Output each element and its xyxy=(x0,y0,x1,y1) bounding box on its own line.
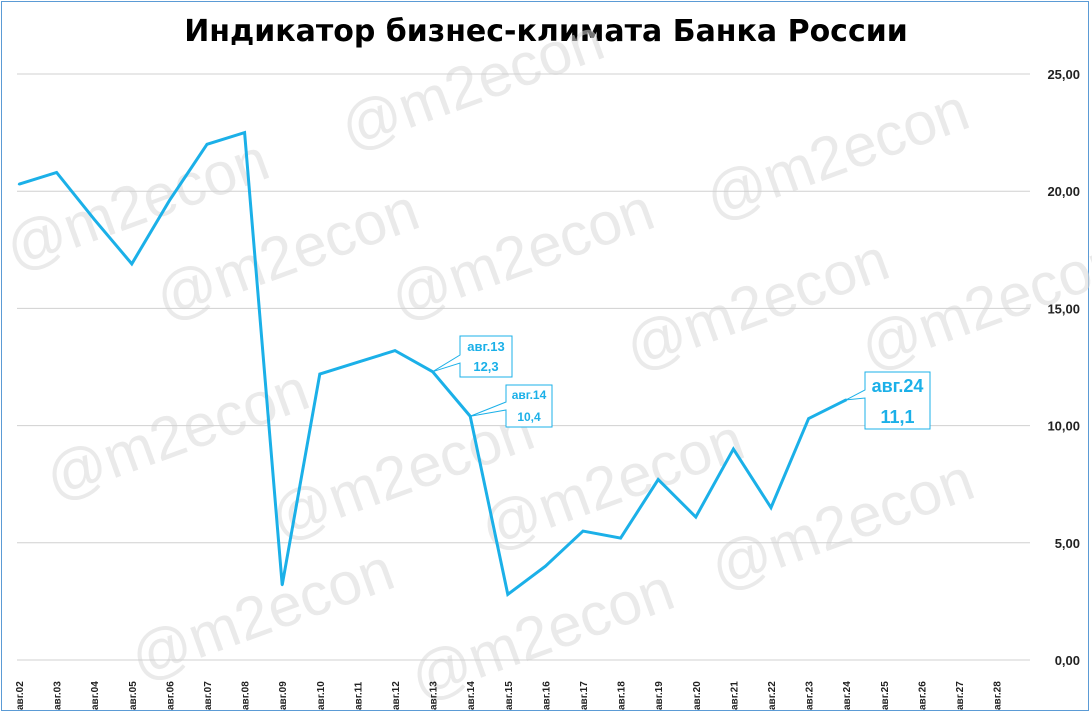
x-tick-labels: авг.02 авг.03 авг.04 авг.05 авг.06 авг.07 авг.… xyxy=(15,681,1004,710)
x-tick-label: авг.02 xyxy=(15,681,26,710)
chart-title: Индикатор бизнес-климата Банка России xyxy=(184,14,908,49)
callout-value: 12,3 xyxy=(473,359,498,374)
x-tick-label: авг.13 xyxy=(429,681,440,710)
y-tick-label: 5,00 xyxy=(1055,536,1080,551)
x-tick-label: авг.20 xyxy=(692,681,703,710)
data-callout: авг.24 11,1 xyxy=(845,371,931,430)
x-tick-label: авг.16 xyxy=(541,681,552,710)
x-tick-label: авг.19 xyxy=(654,681,665,710)
annotation-layer: авг.13 12,3 авг.14 10,4 авг.24 11,1 xyxy=(432,335,931,430)
data-point xyxy=(581,529,585,533)
data-point xyxy=(506,593,509,596)
y-tick-labels: 0,00 5,00 10,00 15,00 20,00 25,00 xyxy=(1047,67,1080,668)
callout-label: авг.24 xyxy=(872,376,924,396)
data-point xyxy=(318,372,321,376)
x-tick-label: авг.18 xyxy=(617,681,628,710)
x-tick-label: авг.06 xyxy=(165,681,176,710)
x-tick-label: авг.21 xyxy=(729,681,740,710)
x-tick-label: авг.27 xyxy=(955,681,966,710)
x-tick-label: авг.15 xyxy=(504,681,515,710)
data-point xyxy=(657,478,660,481)
x-tick-label: авг.12 xyxy=(391,681,402,710)
x-tick-label: авг.28 xyxy=(993,681,1004,710)
x-tick-label: авг.17 xyxy=(579,681,590,710)
x-tick-label: авг.26 xyxy=(917,681,928,710)
watermark-text: @m2econ xyxy=(697,75,978,232)
x-tick-label: авг.10 xyxy=(316,681,327,710)
data-point xyxy=(544,565,547,568)
x-tick-label: авг.25 xyxy=(880,681,891,710)
x-tick-label: авг.05 xyxy=(128,681,139,710)
callout-value: 11,1 xyxy=(880,407,914,427)
callout-box xyxy=(432,335,513,378)
x-tick-label: авг.07 xyxy=(203,681,214,710)
watermark-text: @m2econ xyxy=(332,5,613,162)
data-point xyxy=(356,361,359,364)
y-tick-label: 25,00 xyxy=(1047,67,1080,82)
data-point xyxy=(281,583,284,587)
data-point xyxy=(732,447,735,451)
x-tick-label: авг.03 xyxy=(53,681,64,710)
data-point xyxy=(619,536,622,540)
data-point xyxy=(694,515,697,519)
x-tick-label: авг.24 xyxy=(842,681,853,710)
data-point xyxy=(93,218,96,221)
data-point xyxy=(17,182,21,186)
watermark-text: @m2econ xyxy=(617,225,898,382)
y-tick-label: 0,00 xyxy=(1055,653,1080,668)
x-tick-label: авг.23 xyxy=(805,681,816,710)
y-tick-label: 10,00 xyxy=(1047,419,1080,434)
callout-label: авг.14 xyxy=(512,388,547,402)
x-tick-label: авг.11 xyxy=(353,681,364,710)
callout-value: 10,4 xyxy=(517,410,541,424)
x-tick-label: авг.14 xyxy=(466,681,477,710)
data-point xyxy=(55,171,58,174)
x-tick-label: авг.22 xyxy=(767,681,778,710)
data-callout: авг.14 10,4 xyxy=(470,384,553,428)
data-point xyxy=(168,199,171,202)
y-tick-label: 15,00 xyxy=(1047,301,1080,316)
x-tick-label: авг.04 xyxy=(90,681,101,710)
callout-box xyxy=(470,384,553,428)
data-point xyxy=(243,131,246,134)
watermark-text: @m2econ xyxy=(122,535,403,692)
x-tick-label: авг.09 xyxy=(278,681,289,710)
data-point xyxy=(205,143,209,146)
y-tick-label: 20,00 xyxy=(1047,184,1080,199)
data-point xyxy=(807,417,810,420)
callout-box xyxy=(845,371,931,430)
callout-label: авг.13 xyxy=(467,339,504,354)
grid-lines xyxy=(17,73,1030,661)
data-point xyxy=(393,349,397,352)
data-point xyxy=(130,262,133,266)
data-point xyxy=(769,506,773,509)
x-tick-label: авг.08 xyxy=(241,681,252,710)
watermark-layer: @m2econ@m2econ@m2econ@m2econ@m2econ@m2ec… xyxy=(0,5,1092,712)
data-callout: авг.13 12,3 xyxy=(432,335,513,378)
